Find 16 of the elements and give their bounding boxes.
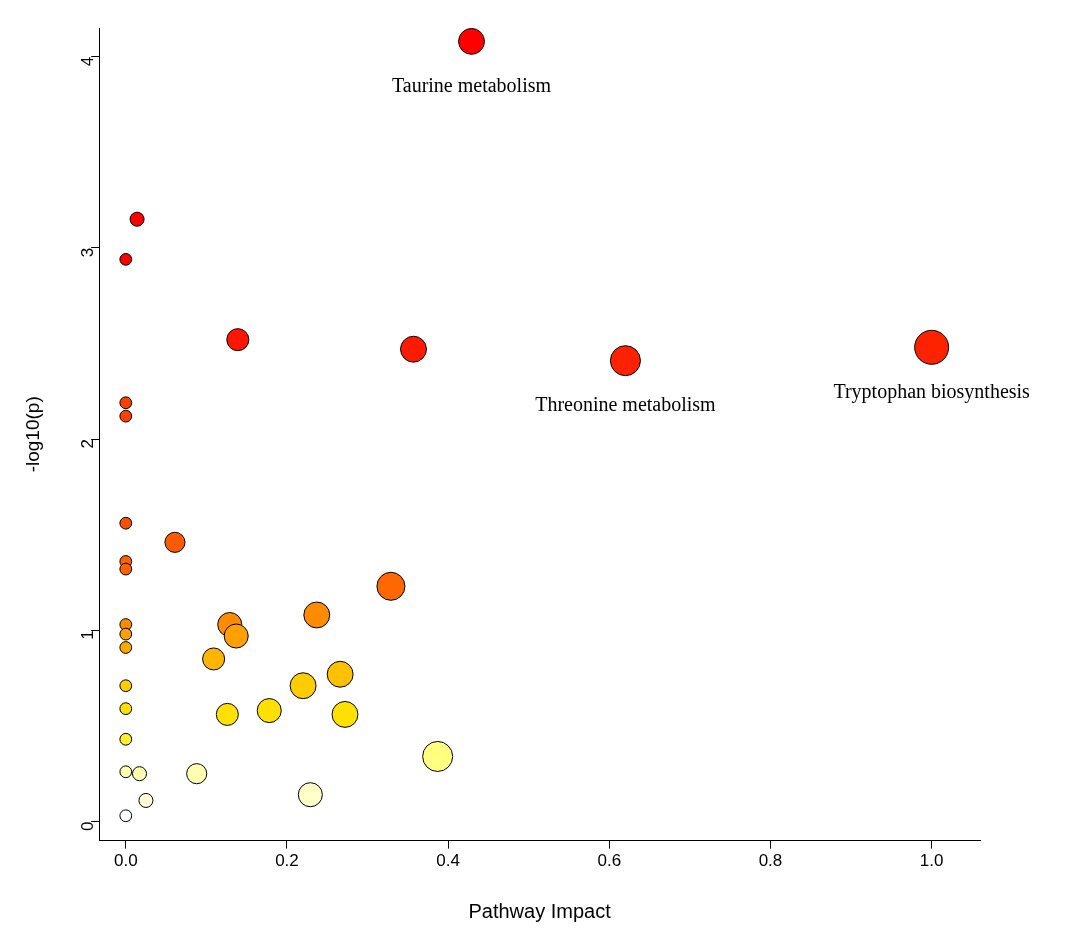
y-tick-label: 3	[77, 247, 97, 258]
y-axis-title: -log10(p)	[21, 396, 43, 473]
x-tick-label: 0.4	[436, 851, 460, 871]
y-tick-label: 1	[77, 630, 97, 640]
x-tick-label: 0.6	[597, 851, 622, 871]
x-tick-label: 0.8	[758, 851, 783, 871]
y-tick-label: 2	[77, 439, 97, 449]
annotation: Tryptophan biosynthesis	[833, 379, 1031, 403]
annotation: Threonine metabolism	[535, 392, 717, 415]
annotation: Taurine metabolism	[391, 73, 552, 96]
y-tick-label: 0	[77, 821, 97, 831]
x-tick-label: 1.0	[919, 851, 944, 871]
x-tick-label: 0.0	[113, 851, 138, 871]
y-tick-label: 4	[77, 56, 97, 67]
x-axis-title: Pathway Impact	[468, 899, 612, 922]
x-tick-label: 0.2	[275, 851, 299, 871]
